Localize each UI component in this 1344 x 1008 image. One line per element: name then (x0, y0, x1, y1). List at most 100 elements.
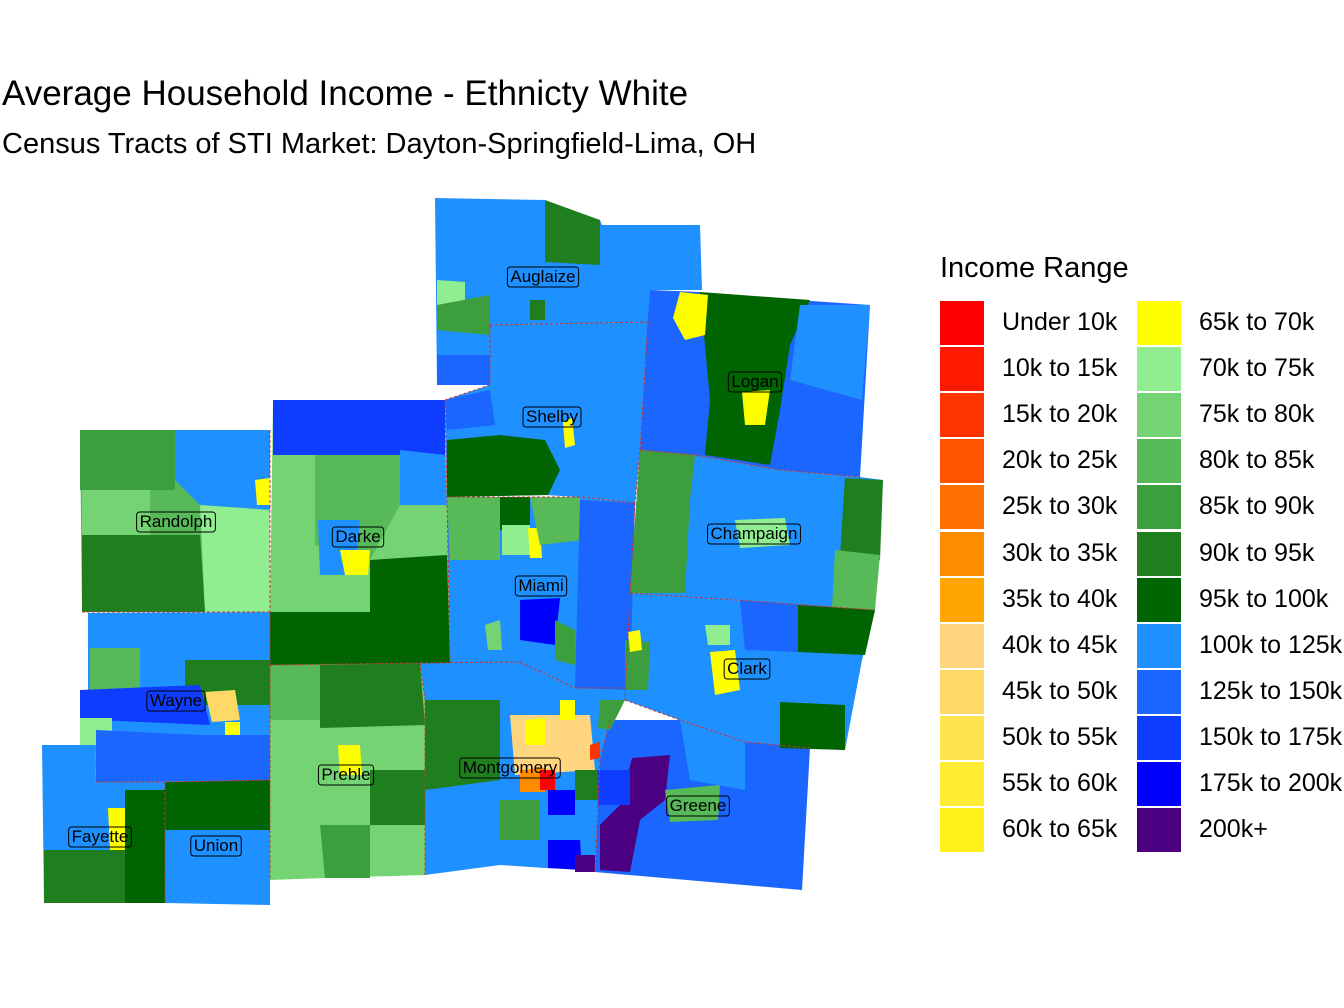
legend-swatch (1137, 715, 1181, 760)
legend-swatch (940, 393, 984, 438)
tract (630, 450, 695, 593)
tract (175, 430, 270, 510)
tract (563, 418, 575, 448)
county-label-box (146, 690, 206, 712)
tract (165, 780, 270, 830)
tract (705, 625, 730, 645)
tract (740, 600, 798, 652)
tract (790, 305, 870, 400)
county-label-text: Logan (731, 372, 778, 391)
tract (447, 497, 500, 560)
legend-item: 35k to 40k (940, 577, 1140, 622)
tract (530, 497, 582, 545)
legend-item: 90k to 95k (1137, 531, 1337, 576)
legend-label: 40k to 45k (1002, 630, 1118, 659)
tract (840, 478, 883, 560)
tract (598, 770, 630, 805)
legend-swatch (1137, 531, 1181, 576)
tract (520, 598, 560, 645)
tract (600, 755, 670, 872)
legend-label: 80k to 85k (1199, 446, 1315, 475)
county-label: Champaign (707, 523, 801, 545)
county-label-text: Randolph (140, 512, 213, 531)
legend-item: 200k+ (1137, 808, 1337, 853)
tract (665, 785, 720, 822)
county-shape-auglaize (435, 198, 702, 385)
county-label-text: Wayne (150, 691, 202, 710)
legend-label: Under 10k (1002, 308, 1118, 336)
legend-swatch (1137, 347, 1181, 392)
legend-item: 40k to 45k (940, 623, 1140, 668)
tract (370, 770, 425, 825)
legend-item: 30k to 35k (940, 531, 1140, 576)
legend-item: 75k to 80k (1137, 393, 1337, 438)
legend-label: 55k to 60k (1002, 769, 1118, 797)
legend-swatch (1137, 808, 1181, 853)
tract (90, 648, 140, 690)
tract (625, 640, 650, 690)
map-subtitle: Census Tracts of STI Market: Dayton-Spri… (2, 128, 757, 160)
tract (44, 850, 125, 903)
county-label-text: Champaign (711, 524, 798, 543)
legend-item: 60k to 65k (940, 808, 1140, 853)
county-label-box (190, 835, 242, 857)
tract (82, 490, 150, 535)
tract (680, 720, 745, 790)
tract (673, 292, 708, 340)
legend-label: 90k to 95k (1199, 538, 1315, 567)
tract (400, 450, 447, 505)
county-label-box (666, 795, 730, 817)
county-label: Miami (514, 575, 568, 597)
tract-patches (44, 200, 883, 903)
tract (540, 770, 555, 790)
county-label-text: Miami (518, 576, 563, 595)
legend-title: Income Range (940, 252, 1129, 284)
legend-label: 150k to 175k (1199, 722, 1343, 751)
tract (575, 770, 600, 800)
tract (273, 400, 445, 455)
legend-swatch (1137, 485, 1181, 530)
county-label: Greene (666, 795, 730, 817)
tract (445, 390, 495, 430)
legend-label: 50k to 55k (1002, 722, 1118, 751)
tract (832, 550, 880, 610)
legend-label: 25k to 30k (1002, 492, 1118, 521)
tract (485, 620, 502, 650)
county-label-box (317, 764, 375, 786)
legend-swatch (940, 439, 984, 484)
county-label: Fayette (68, 826, 132, 848)
tract (205, 690, 240, 722)
tract (80, 685, 210, 725)
legend-item: 10k to 15k (940, 347, 1140, 392)
legend-swatch (940, 301, 984, 345)
legend-item: 80k to 85k (1137, 439, 1337, 484)
legend-swatch (1137, 577, 1181, 622)
legend-label: 30k to 35k (1002, 538, 1118, 567)
legend-swatch (940, 531, 984, 576)
legend-label: 75k to 80k (1199, 400, 1315, 429)
county-label-text: Shelby (526, 407, 578, 426)
tract (560, 700, 575, 720)
legend-item: 65k to 70k (1137, 301, 1337, 345)
county-label-box (459, 757, 561, 779)
legend-label: 100k to 125k (1199, 630, 1343, 659)
county-label-box (514, 575, 568, 597)
county-label-box (506, 266, 580, 288)
tract (780, 702, 845, 750)
legend-label: 85k to 90k (1199, 492, 1315, 521)
tract (520, 768, 545, 792)
legend-item: 25k to 30k (940, 485, 1140, 530)
county-label-text: Greene (670, 796, 727, 815)
tract (338, 745, 362, 775)
tract (320, 663, 425, 728)
legend-swatch (1137, 623, 1181, 668)
legend-label: 15k to 20k (1002, 400, 1118, 429)
county-label-text: Fayette (72, 827, 129, 846)
county-borders (82, 321, 876, 903)
tract (96, 730, 270, 782)
county-label: Darke (331, 526, 385, 548)
tract (80, 430, 175, 490)
legend-label: 60k to 65k (1002, 815, 1118, 844)
tract (82, 535, 205, 612)
